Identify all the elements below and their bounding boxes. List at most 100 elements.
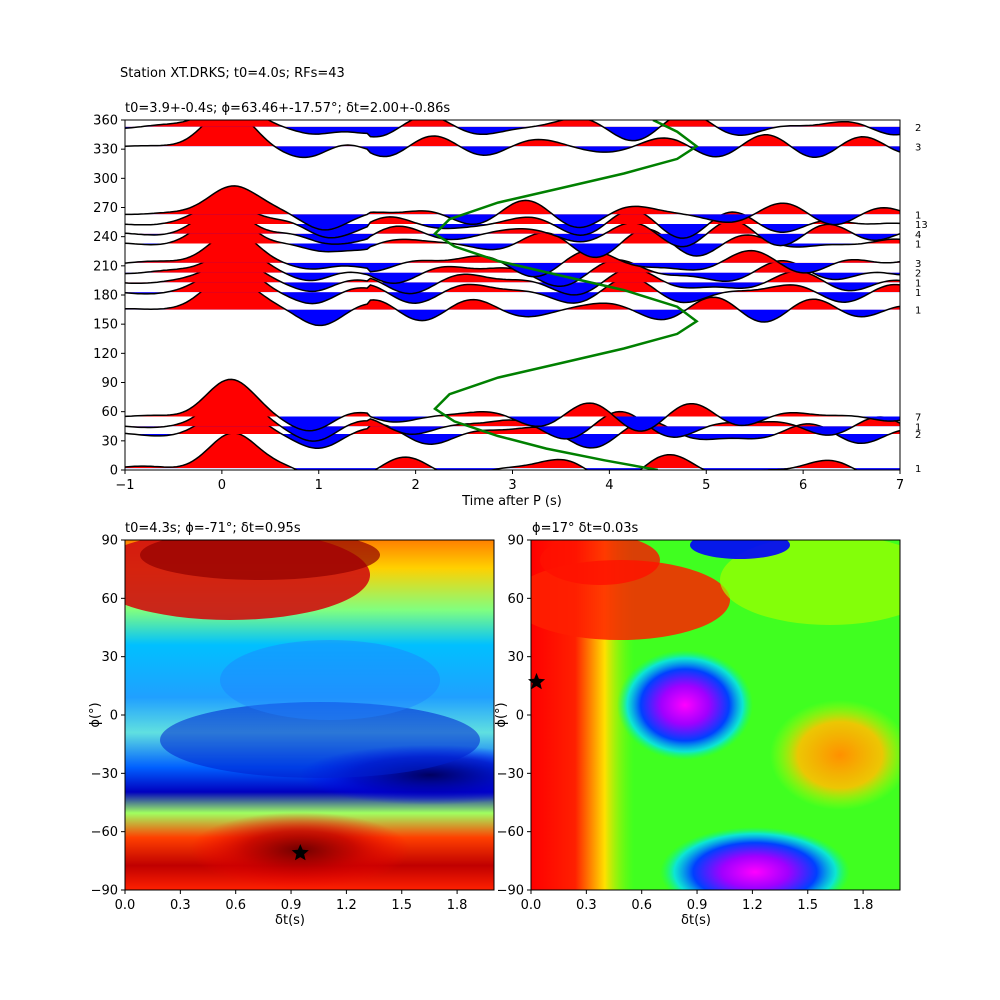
trace-negative-fill xyxy=(125,126,900,141)
x-tick-label: 1.2 xyxy=(336,898,357,913)
x-tick-label: 0.9 xyxy=(281,898,302,913)
y-tick-label: 90 xyxy=(101,376,118,391)
y-tick-label: 60 xyxy=(507,592,524,607)
top-y-ticks: 0 30 60 90 120 150 180 210 240 270 300 330 360 xyxy=(93,114,125,479)
trace-line xyxy=(125,185,900,231)
x-tick-label: 1.5 xyxy=(797,898,818,913)
trace-group xyxy=(125,120,900,470)
trace-count-label: 2 xyxy=(915,430,921,441)
x-tick-label: 0.6 xyxy=(631,898,652,913)
right-y-ticks: −90 −60 −30 0 30 60 90 xyxy=(497,534,531,899)
y-tick-label: 30 xyxy=(101,434,118,449)
right-x-label: δt(s) xyxy=(681,913,711,928)
y-tick-label: −30 xyxy=(91,767,118,782)
y-tick-label: 60 xyxy=(101,405,118,420)
left-x-ticks: 0.0 0.3 0.6 0.9 1.2 1.5 1.8 xyxy=(115,890,468,913)
trace-count-label: 3 xyxy=(915,142,921,153)
left-y-ticks: −90 −60 −30 0 30 60 90 xyxy=(91,534,125,899)
trace-count-label: 1 xyxy=(915,422,921,433)
y-tick-label: 30 xyxy=(507,650,524,665)
x-tick-label: 0.6 xyxy=(225,898,246,913)
x-tick-label: 1 xyxy=(315,478,323,493)
trace-count-label: 4 xyxy=(915,230,921,241)
y-tick-label: 90 xyxy=(507,534,524,549)
x-tick-label: 2 xyxy=(411,478,419,493)
trace-positive-fill xyxy=(125,211,900,244)
trace-count-label: 1 xyxy=(915,239,921,250)
trace-count-label: 3 xyxy=(915,259,921,270)
x-tick-label: 5 xyxy=(702,478,710,493)
x-tick-label: −1 xyxy=(115,478,134,493)
y-tick-label: −60 xyxy=(91,825,118,840)
trace-count-label: 1 xyxy=(915,210,921,221)
trace-negative-fill xyxy=(125,282,900,295)
trace-count-label: 13 xyxy=(915,220,928,231)
trace-count-label: 2 xyxy=(915,269,921,280)
right-x-ticks: 0.0 0.3 0.6 0.9 1.2 1.5 1.8 xyxy=(521,890,874,913)
trace-count-label: 2 xyxy=(915,123,921,134)
y-tick-label: −30 xyxy=(497,767,524,782)
trace-positive-fill xyxy=(125,275,900,310)
y-tick-label: 0 xyxy=(110,464,118,479)
trace-negative-fill xyxy=(125,262,837,277)
x-tick-label: 0.0 xyxy=(115,898,136,913)
trace-negative-fill xyxy=(125,426,900,442)
right-pink-spot-upper xyxy=(617,650,753,760)
left-heatmap-panel: 0.0 0.3 0.6 0.9 1.2 1.5 1.8 −90 −60 −30 0 30 60 90 δ… xyxy=(88,534,495,928)
y-tick-label: 150 xyxy=(93,318,118,333)
trace-positive-fill xyxy=(125,120,888,147)
x-tick-label: 6 xyxy=(799,478,807,493)
y-tick-label: 0 xyxy=(110,709,118,724)
right-pink-spot-lower xyxy=(660,827,850,890)
x-tick-label: 0.0 xyxy=(521,898,542,913)
trace-negative-fill xyxy=(125,292,900,304)
y-tick-label: 180 xyxy=(93,289,118,304)
right-orange-spot xyxy=(770,700,900,810)
x-tick-label: 0.3 xyxy=(170,898,191,913)
x-tick-label: 1.2 xyxy=(742,898,763,913)
x-tick-label: 1.5 xyxy=(391,898,412,913)
top-panel-title: t0=3.9+-0.4s; ϕ=63.46+-17.57°; δt=2.00+-… xyxy=(125,101,451,116)
y-tick-label: 90 xyxy=(101,534,118,549)
trace-line xyxy=(125,120,900,159)
x-tick-label: 4 xyxy=(605,478,613,493)
figure-suptitle: Station XT.DRKS; t0=4.0s; RFs=43 xyxy=(120,66,345,81)
trace-positive-fill xyxy=(125,247,900,273)
trace-line xyxy=(125,378,900,432)
y-tick-label: −90 xyxy=(497,884,524,899)
trace-positive-fill xyxy=(125,379,900,417)
top-panel: −1 0 1 2 3 4 5 6 7 03060901201501802102402703003… xyxy=(93,114,928,510)
trace-positive-fill xyxy=(125,185,900,215)
y-tick-label: 270 xyxy=(93,201,118,216)
trace-count-label: 7 xyxy=(915,413,921,424)
trace-positive-fill xyxy=(125,433,853,469)
right-best-fit-star xyxy=(528,672,546,690)
trace-negative-fill xyxy=(278,416,900,432)
right-heatmap-panel: 0.0 0.3 0.6 0.9 1.2 1.5 1.8 −90 −60 −30 0 30 60 90 δ… xyxy=(494,534,901,928)
y-tick-label: −60 xyxy=(497,825,524,840)
trace-count-label: 1 xyxy=(915,464,921,475)
trace-positive-fill xyxy=(125,120,900,127)
y-tick-label: 330 xyxy=(93,143,118,158)
x-tick-label: 0.3 xyxy=(576,898,597,913)
right-panel-title: ϕ=17° δt=0.03s xyxy=(532,521,639,536)
y-tick-label: 30 xyxy=(101,650,118,665)
trace-count-label: 1 xyxy=(915,288,921,299)
left-y-label: ϕ(°) xyxy=(88,702,103,727)
x-tick-label: 1.8 xyxy=(853,898,874,913)
x-tick-label: 1.8 xyxy=(447,898,468,913)
x-tick-label: 0.9 xyxy=(687,898,708,913)
trace-line xyxy=(125,120,900,142)
y-tick-label: 360 xyxy=(93,114,118,129)
y-tick-label: 210 xyxy=(93,259,118,274)
trace-count-label: 1 xyxy=(915,278,921,289)
left-panel-title: t0=4.3s; ϕ=-71°; δt=0.95s xyxy=(125,521,301,536)
left-x-label: δt(s) xyxy=(275,913,305,928)
y-tick-label: 300 xyxy=(93,172,118,187)
trace-negative-fill xyxy=(125,214,863,230)
right-y-label: ϕ(°) xyxy=(494,702,509,727)
y-tick-label: −90 xyxy=(91,884,118,899)
pick-curve xyxy=(433,120,699,470)
